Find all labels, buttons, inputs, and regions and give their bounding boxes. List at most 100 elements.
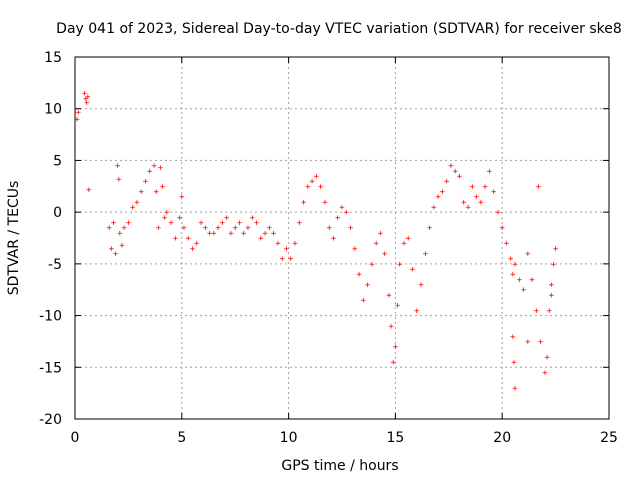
y-tick-label: -15 [39,360,62,376]
data-point: + [173,234,179,244]
data-point: + [406,234,412,244]
chart-title: Day 041 of 2023, Sidereal Day-to-day VTE… [56,21,622,37]
data-point: + [207,229,213,239]
data-point: + [499,224,505,234]
data-point: + [116,175,122,185]
data-point: + [326,224,332,234]
data-point: + [164,208,170,218]
data-point: + [461,198,467,208]
y-tick-label: -20 [39,412,62,428]
data-point: + [549,281,555,291]
data-point: + [491,187,497,197]
data-point: + [241,229,247,239]
data-point: + [395,301,401,311]
data-point: + [245,224,251,234]
data-point: + [139,187,145,197]
data-point: + [160,182,166,192]
data-point: + [549,291,555,301]
data-point: + [512,260,518,270]
data-point: + [203,224,209,234]
data-point: + [474,193,480,203]
x-tick-label: 25 [600,430,618,446]
data-point: + [134,198,140,208]
data-point: + [179,193,185,203]
data-point: + [339,203,345,213]
data-point: + [495,208,501,218]
plot-frame [74,56,610,420]
y-tick-label: 10 [44,102,62,118]
data-point: + [504,239,510,249]
data-point: + [525,337,531,347]
data-point: + [126,218,132,228]
data-point: + [232,224,238,234]
data-point: + [143,177,149,187]
data-point: + [344,208,350,218]
data-point: + [85,92,91,102]
data-point: + [262,229,268,239]
data-point: + [431,203,437,213]
data-point: + [147,167,153,177]
data-point: + [348,224,354,234]
y-tick-label: -10 [39,309,62,325]
data-point: + [401,239,407,249]
data-point: + [250,213,256,223]
data-point: + [352,244,358,254]
data-point: + [292,239,298,249]
data-point: + [162,213,168,223]
data-point: + [373,239,379,249]
data-point: + [151,162,157,172]
data-point: + [331,234,337,244]
data-point: + [397,260,403,270]
data-point: + [309,177,315,187]
data-point: + [529,275,535,285]
data-point: + [194,239,200,249]
data-point: + [448,162,454,172]
data-point: + [185,234,191,244]
data-point: + [452,167,458,177]
data-point: + [510,270,516,280]
data-point: + [391,358,397,368]
data-point: + [534,306,540,316]
data-point: + [168,218,174,228]
x-axis-tick-labels: 0 5 10 15 20 25 [71,430,618,446]
data-point: + [551,260,557,270]
data-point: + [109,244,115,254]
data-point: + [414,306,420,316]
data-point: + [177,213,183,223]
data-point: + [156,224,162,234]
data-point: + [254,218,260,228]
data-point: + [82,89,88,99]
data-point: + [220,218,226,228]
data-point: + [410,265,416,275]
x-tick-label: 0 [71,430,80,446]
data-point: + [423,250,429,260]
data-point: + [284,244,290,254]
x-tick-label: 20 [493,430,511,446]
data-point: + [335,213,341,223]
data-point: + [153,187,159,197]
data-point: + [228,229,234,239]
data-point: + [511,358,517,368]
data-point: + [198,218,204,228]
data-point: + [482,182,488,192]
data-point: + [478,198,484,208]
data-point: + [288,255,294,265]
y-tick-label: 15 [44,50,62,66]
data-points: ++++++++++++++++++++++++++++++++++++++++… [74,89,558,394]
data-point: + [361,296,367,306]
y-axis-tick-labels: -20 -15 -10 -5 0 5 10 15 [39,50,62,428]
data-point: + [111,218,117,228]
data-point: + [369,260,375,270]
data-point: + [190,244,196,254]
data-point: + [258,234,264,244]
grid [75,57,609,419]
data-point: + [538,337,544,347]
data-point: + [237,218,243,228]
data-point: + [117,229,123,239]
axis-ticks [74,56,610,420]
y-tick-label: -5 [48,257,62,273]
data-point: + [86,185,92,195]
data-point: + [297,218,303,228]
data-point: + [465,203,471,213]
data-point: + [510,332,516,342]
